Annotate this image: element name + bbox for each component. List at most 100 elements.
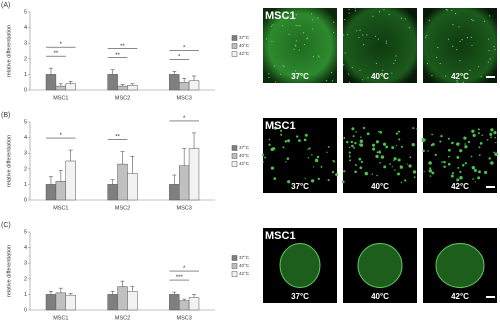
cell bbox=[284, 140, 288, 143]
speckle bbox=[317, 17, 319, 19]
speckle bbox=[452, 45, 454, 47]
speckle bbox=[469, 69, 471, 71]
speckle bbox=[385, 42, 388, 44]
speckle bbox=[445, 75, 447, 77]
speckle bbox=[456, 81, 459, 83]
speckle bbox=[487, 61, 489, 63]
legend-label: 40°C bbox=[239, 263, 250, 268]
cell bbox=[463, 136, 467, 140]
bar bbox=[127, 173, 138, 201]
cell bbox=[399, 165, 404, 169]
cell bbox=[486, 139, 489, 141]
error-bar bbox=[192, 294, 197, 298]
speckle bbox=[385, 40, 387, 42]
cell bbox=[320, 165, 323, 168]
speckle bbox=[344, 52, 346, 54]
bar bbox=[65, 160, 76, 201]
x-tick-label: MSC2 bbox=[115, 95, 130, 101]
speckle bbox=[477, 66, 480, 68]
speckle bbox=[268, 76, 270, 79]
cell bbox=[451, 141, 454, 145]
speckle bbox=[303, 43, 306, 46]
y-tick-label: 2 bbox=[24, 166, 27, 172]
significance-label: * bbox=[183, 116, 186, 122]
cell bbox=[494, 137, 496, 139]
cell bbox=[474, 181, 476, 183]
x-tick-label: MSC1 bbox=[53, 95, 68, 101]
y-tick-label: 1 bbox=[24, 182, 27, 188]
y-tick-label: 0 bbox=[24, 197, 27, 203]
cell bbox=[448, 155, 450, 158]
speckle bbox=[330, 71, 333, 74]
cell bbox=[443, 160, 446, 164]
cell bbox=[396, 144, 398, 147]
cell bbox=[472, 133, 476, 137]
speckle bbox=[354, 7, 356, 9]
tissue bbox=[435, 243, 485, 288]
speckle bbox=[342, 34, 345, 36]
significance-label: ** bbox=[115, 135, 120, 141]
legend-label: 42°C bbox=[239, 271, 250, 276]
speckle bbox=[391, 72, 393, 74]
cell bbox=[385, 145, 389, 149]
speckle bbox=[275, 81, 277, 83]
speckle bbox=[318, 56, 320, 58]
cell bbox=[262, 161, 264, 163]
speckle bbox=[489, 15, 491, 17]
error-bar bbox=[120, 151, 125, 165]
bar bbox=[107, 184, 118, 201]
speckle bbox=[462, 81, 464, 83]
speckle bbox=[299, 25, 301, 27]
bar bbox=[169, 74, 180, 91]
speckle bbox=[439, 62, 441, 65]
cell bbox=[359, 139, 364, 143]
bar bbox=[45, 74, 57, 91]
cell bbox=[493, 130, 497, 135]
x-tick-label: MSC3 bbox=[177, 315, 192, 321]
y-tick-label: 3 bbox=[24, 151, 27, 157]
speckle bbox=[273, 65, 275, 67]
cell bbox=[383, 165, 387, 169]
speckle bbox=[488, 50, 490, 52]
error-bar bbox=[48, 290, 53, 295]
cell bbox=[349, 159, 352, 162]
micrograph bbox=[263, 8, 337, 83]
y-tick-label: 4 bbox=[24, 25, 27, 31]
cell bbox=[456, 156, 460, 159]
y-tick-label: 4 bbox=[24, 135, 27, 141]
speckle bbox=[374, 35, 377, 37]
cell bbox=[412, 170, 417, 174]
cell bbox=[343, 137, 346, 140]
speckle bbox=[344, 18, 346, 21]
cell bbox=[424, 138, 426, 141]
cell bbox=[273, 126, 277, 130]
cell bbox=[378, 151, 382, 154]
cell bbox=[473, 168, 477, 172]
speckle bbox=[459, 40, 461, 42]
cell bbox=[349, 154, 351, 156]
y-axis-label: relative differentiation bbox=[6, 25, 12, 77]
cell bbox=[432, 142, 435, 146]
speckle bbox=[487, 38, 490, 40]
speckle bbox=[367, 77, 369, 79]
cell bbox=[379, 162, 381, 164]
speckle bbox=[311, 13, 313, 15]
speckle bbox=[470, 36, 472, 38]
cell bbox=[408, 164, 412, 168]
cell bbox=[457, 166, 460, 169]
cell bbox=[354, 141, 357, 145]
error-bar bbox=[48, 176, 53, 185]
temperature-label: 37°C bbox=[291, 72, 309, 81]
significance-label: ** bbox=[115, 53, 120, 59]
cell bbox=[397, 130, 401, 133]
cell bbox=[441, 161, 443, 163]
cell bbox=[327, 179, 330, 182]
speckle bbox=[393, 62, 395, 64]
cell bbox=[490, 136, 492, 139]
bar bbox=[169, 184, 180, 201]
error-bar bbox=[68, 149, 73, 161]
legend-swatch bbox=[231, 51, 238, 57]
bar bbox=[188, 148, 200, 201]
x-tick-label: MSC1 bbox=[53, 315, 68, 321]
legend-label: 42°C bbox=[239, 51, 250, 56]
